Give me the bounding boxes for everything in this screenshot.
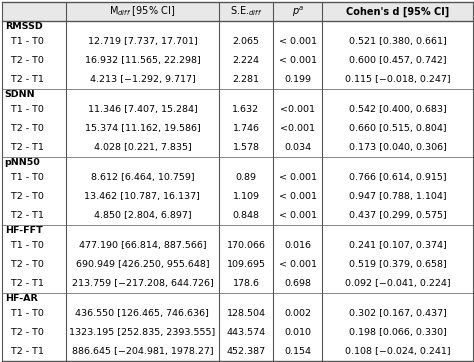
- Text: < 0.001: < 0.001: [279, 260, 317, 269]
- Text: T1 - T0: T1 - T0: [5, 309, 44, 318]
- Text: 477.190 [66.814, 887.566]: 477.190 [66.814, 887.566]: [79, 241, 206, 250]
- Text: T1 - T0: T1 - T0: [5, 173, 44, 182]
- Text: 128.504: 128.504: [227, 309, 265, 318]
- Text: < 0.001: < 0.001: [279, 192, 317, 201]
- Text: 8.612 [6.464, 10.759]: 8.612 [6.464, 10.759]: [91, 173, 194, 182]
- Text: 109.695: 109.695: [227, 260, 265, 269]
- Text: 0.89: 0.89: [236, 173, 256, 182]
- Text: T2 - T0: T2 - T0: [5, 328, 44, 337]
- Text: < 0.001: < 0.001: [279, 56, 317, 65]
- Text: 4.850 [2.804, 6.897]: 4.850 [2.804, 6.897]: [93, 211, 191, 220]
- Text: pNN50: pNN50: [5, 158, 40, 167]
- Text: T1 - T0: T1 - T0: [5, 105, 44, 114]
- Text: T2 - T0: T2 - T0: [5, 124, 44, 133]
- Text: T2 - T1: T2 - T1: [5, 143, 44, 152]
- Text: HF-FFT: HF-FFT: [5, 226, 43, 235]
- Text: 213.759 [−217.208, 644.726]: 213.759 [−217.208, 644.726]: [72, 279, 213, 288]
- Text: 0.198 [0.066, 0.330]: 0.198 [0.066, 0.330]: [349, 328, 447, 337]
- Text: 0.016: 0.016: [284, 241, 311, 250]
- Text: T1 - T0: T1 - T0: [5, 37, 44, 46]
- Text: 12.719 [7.737, 17.701]: 12.719 [7.737, 17.701]: [88, 37, 197, 46]
- Text: 436.550 [126.465, 746.636]: 436.550 [126.465, 746.636]: [75, 309, 210, 318]
- Text: SDNN: SDNN: [5, 90, 36, 99]
- Text: < 0.001: < 0.001: [279, 173, 317, 182]
- Text: 1.632: 1.632: [232, 105, 259, 114]
- Text: 1.578: 1.578: [232, 143, 259, 152]
- Text: 0.947 [0.788, 1.104]: 0.947 [0.788, 1.104]: [349, 192, 447, 201]
- Text: 0.848: 0.848: [232, 211, 259, 220]
- Text: 1.746: 1.746: [232, 124, 259, 133]
- Text: 0.002: 0.002: [284, 309, 311, 318]
- Bar: [2, 2, 473, 21]
- Text: 2.224: 2.224: [232, 56, 259, 65]
- Text: 1.109: 1.109: [232, 192, 259, 201]
- Text: T2 - T1: T2 - T1: [5, 75, 44, 84]
- Text: 0.173 [0.040, 0.306]: 0.173 [0.040, 0.306]: [349, 143, 447, 152]
- Text: M$_{diff}$ [95% CI]: M$_{diff}$ [95% CI]: [109, 4, 175, 18]
- Text: T2 - T0: T2 - T0: [5, 260, 44, 269]
- Text: <0.001: <0.001: [280, 105, 315, 114]
- Text: 452.387: 452.387: [227, 347, 265, 356]
- Text: 13.462 [10.787, 16.137]: 13.462 [10.787, 16.137]: [84, 192, 201, 201]
- Text: T2 - T1: T2 - T1: [5, 211, 44, 220]
- Text: < 0.001: < 0.001: [279, 211, 317, 220]
- Text: T2 - T0: T2 - T0: [5, 192, 44, 201]
- Text: T1 - T0: T1 - T0: [5, 241, 44, 250]
- Text: HF-AR: HF-AR: [5, 294, 37, 303]
- Text: <0.001: <0.001: [280, 124, 315, 133]
- Text: 690.949 [426.250, 955.648]: 690.949 [426.250, 955.648]: [75, 260, 209, 269]
- Text: S.E.$_{diff}$: S.E.$_{diff}$: [230, 4, 262, 18]
- Text: 443.574: 443.574: [227, 328, 265, 337]
- Text: 1323.195 [252.835, 2393.555]: 1323.195 [252.835, 2393.555]: [69, 328, 216, 337]
- Text: 4.213 [−1.292, 9.717]: 4.213 [−1.292, 9.717]: [90, 75, 195, 84]
- Text: 0.660 [0.515, 0.804]: 0.660 [0.515, 0.804]: [349, 124, 447, 133]
- Text: 0.766 [0.614, 0.915]: 0.766 [0.614, 0.915]: [349, 173, 447, 182]
- Text: 15.374 [11.162, 19.586]: 15.374 [11.162, 19.586]: [84, 124, 201, 133]
- Text: 2.281: 2.281: [232, 75, 259, 84]
- Text: 0.437 [0.299, 0.575]: 0.437 [0.299, 0.575]: [349, 211, 447, 220]
- Text: 178.6: 178.6: [232, 279, 259, 288]
- Text: 0.521 [0.380, 0.661]: 0.521 [0.380, 0.661]: [349, 37, 447, 46]
- Text: T2 - T1: T2 - T1: [5, 347, 44, 356]
- Text: 0.115 [−0.018, 0.247]: 0.115 [−0.018, 0.247]: [345, 75, 451, 84]
- Text: 2.065: 2.065: [232, 37, 259, 46]
- Text: 0.241 [0.107, 0.374]: 0.241 [0.107, 0.374]: [349, 241, 447, 250]
- Text: < 0.001: < 0.001: [279, 37, 317, 46]
- Text: 11.346 [7.407, 15.284]: 11.346 [7.407, 15.284]: [88, 105, 197, 114]
- Text: 0.108 [−0.024, 0.241]: 0.108 [−0.024, 0.241]: [345, 347, 451, 356]
- Text: 0.199: 0.199: [284, 75, 311, 84]
- Text: 16.932 [11.565, 22.298]: 16.932 [11.565, 22.298]: [84, 56, 201, 65]
- Text: 0.600 [0.457, 0.742]: 0.600 [0.457, 0.742]: [349, 56, 447, 65]
- Text: $p^a$: $p^a$: [292, 4, 304, 18]
- Text: 0.542 [0.400, 0.683]: 0.542 [0.400, 0.683]: [349, 105, 447, 114]
- Text: 0.519 [0.379, 0.658]: 0.519 [0.379, 0.658]: [349, 260, 447, 269]
- Text: 0.154: 0.154: [284, 347, 311, 356]
- Text: 0.092 [−0.041, 0.224]: 0.092 [−0.041, 0.224]: [345, 279, 451, 288]
- Text: RMSSD: RMSSD: [5, 22, 43, 31]
- Text: Cohen's d [95% CI]: Cohen's d [95% CI]: [346, 6, 449, 17]
- Text: 170.066: 170.066: [227, 241, 265, 250]
- Text: 0.302 [0.167, 0.437]: 0.302 [0.167, 0.437]: [349, 309, 447, 318]
- Text: 4.028 [0.221, 7.835]: 4.028 [0.221, 7.835]: [93, 143, 191, 152]
- Text: 0.034: 0.034: [284, 143, 311, 152]
- Text: 0.010: 0.010: [284, 328, 311, 337]
- Text: 886.645 [−204.981, 1978.27]: 886.645 [−204.981, 1978.27]: [72, 347, 213, 356]
- Text: T2 - T1: T2 - T1: [5, 279, 44, 288]
- Text: T2 - T0: T2 - T0: [5, 56, 44, 65]
- Text: 0.698: 0.698: [284, 279, 311, 288]
